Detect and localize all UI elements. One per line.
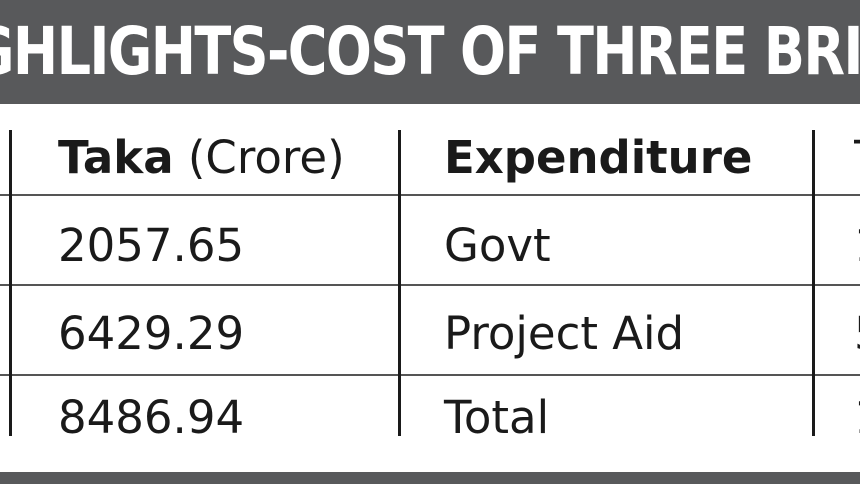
header-taka-label: Taka — [58, 131, 174, 184]
row-2-partial-text: 5 — [854, 306, 860, 362]
header-taka: Taka (Crore) — [58, 130, 345, 186]
column-divider — [398, 130, 401, 436]
row-1-taka: 2057.65 — [58, 219, 245, 272]
row-divider — [0, 374, 860, 376]
banner-title: HIGHLIGHTS-COST OF THREE BRIDGES PROJECT — [0, 13, 860, 90]
row-3-taka: 8486.94 — [58, 391, 245, 444]
column-divider — [9, 130, 12, 436]
header-partial-text: T — [854, 130, 860, 186]
row-3-expenditure: Total — [444, 391, 550, 444]
row-1-partial-cell: 1 — [854, 218, 860, 274]
row-3-partial-cell: 1 — [854, 390, 860, 446]
row-1-partial-text: 1 — [854, 218, 860, 274]
row-3-partial-text: 1 — [854, 390, 860, 446]
cost-table: Taka (Crore) Expenditure T 2057.65 Govt … — [0, 104, 860, 472]
bottom-strip — [0, 472, 860, 484]
header-expenditure-label: Expenditure — [444, 131, 753, 184]
row-1-expenditure: Govt — [444, 219, 551, 272]
header-expenditure: Expenditure — [444, 130, 752, 186]
row-2-taka: 6429.29 — [58, 307, 245, 360]
row-2-expenditure: Project Aid — [444, 307, 685, 360]
row-2-partial-cell: 5 — [854, 306, 860, 362]
row-divider — [0, 194, 860, 196]
column-divider — [812, 130, 815, 436]
row-divider — [0, 284, 860, 286]
header-partial-cell: T — [854, 130, 860, 186]
header-taka-unit: (Crore) — [173, 131, 345, 184]
title-banner: HIGHLIGHTS-COST OF THREE BRIDGES PROJECT — [0, 0, 860, 104]
